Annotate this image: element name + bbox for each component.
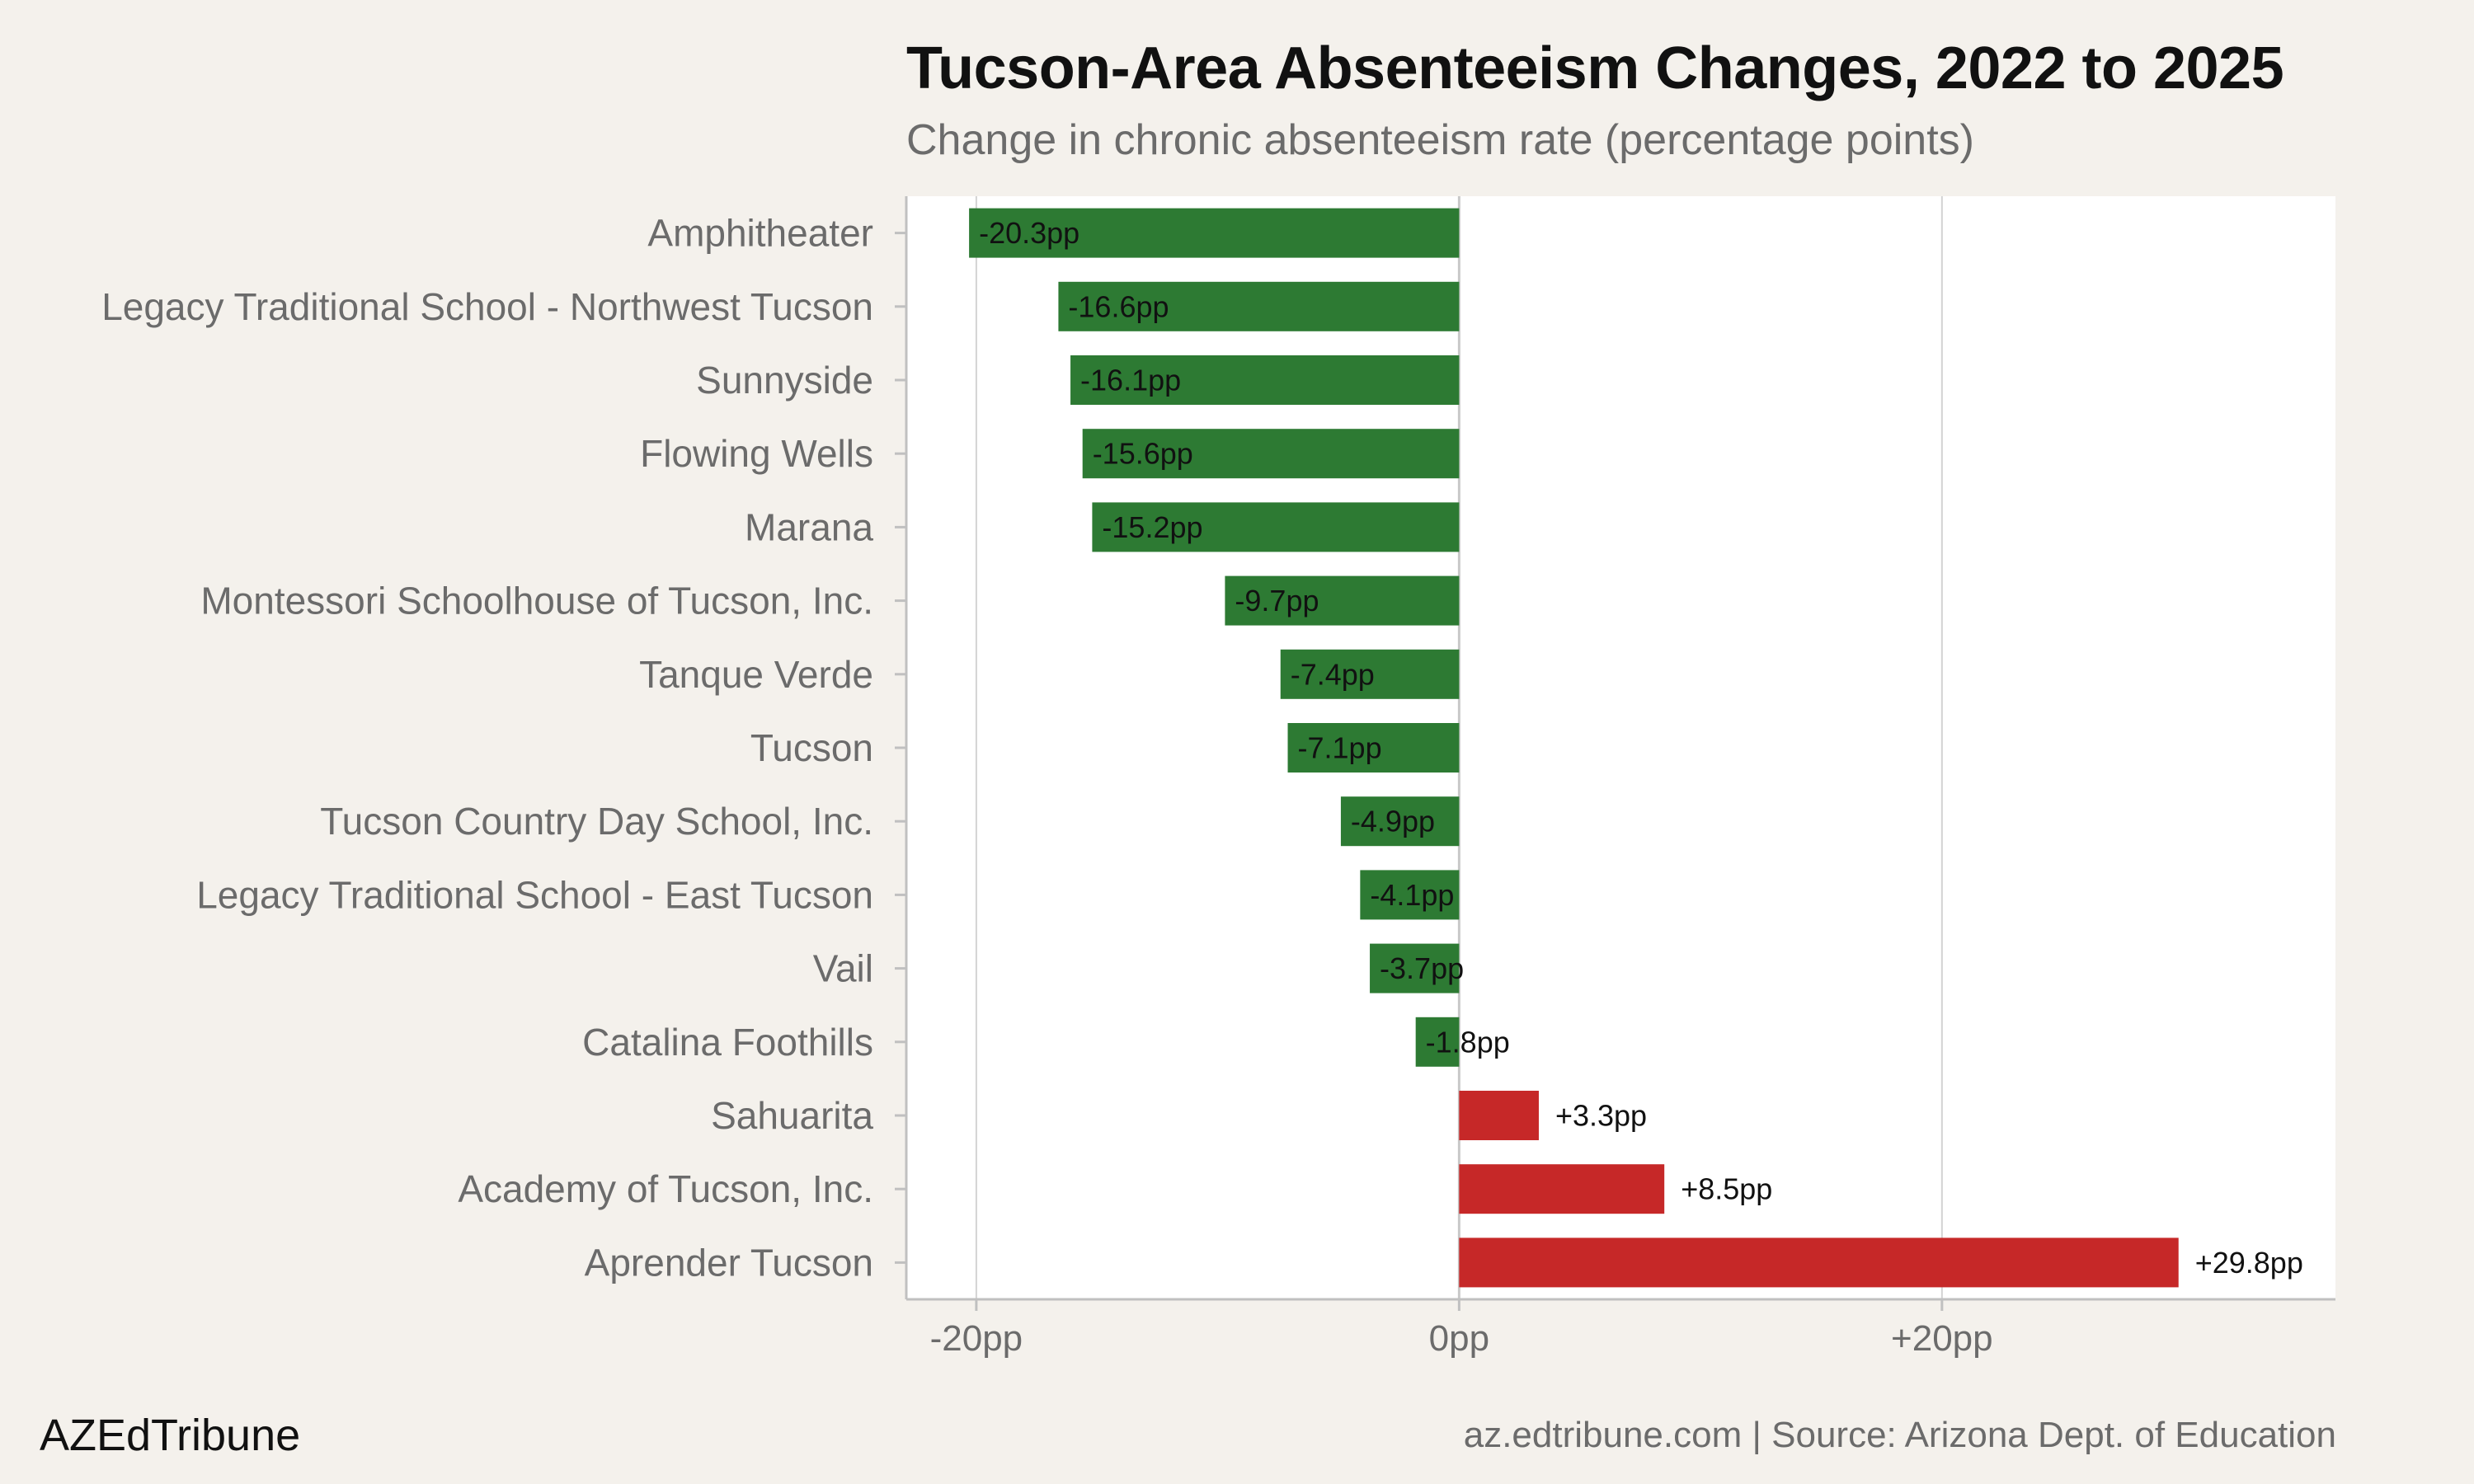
- category-label-12: Sahuarita: [711, 1094, 873, 1137]
- bar-4: [1092, 502, 1460, 552]
- bar-0: [969, 208, 1460, 258]
- axes: Amphitheater Legacy Traditional School - …: [101, 196, 2335, 1359]
- x-tick-label-1: 0pp: [1429, 1318, 1489, 1359]
- data-label-5: -9.7pp: [1235, 584, 1319, 618]
- category-label-4: Marana: [745, 505, 873, 548]
- x-tick-label-0: -20pp: [930, 1318, 1023, 1359]
- data-label-4: -15.2pp: [1102, 510, 1202, 544]
- category-label-14: Aprender Tucson: [585, 1241, 873, 1284]
- data-label-10: -3.7pp: [1380, 951, 1464, 985]
- bars: [969, 208, 2179, 1288]
- bar-5: [1225, 575, 1460, 626]
- data-label-9: -4.1pp: [1370, 878, 1454, 912]
- bar-6: [1280, 649, 1460, 699]
- data-label-0: -20.3pp: [979, 216, 1079, 250]
- x-tick-label-2: +20pp: [1891, 1318, 1993, 1359]
- source-note: az.edtribune.com | Source: Arizona Dept.…: [1463, 1415, 2336, 1455]
- category-label-0: Amphitheater: [647, 212, 873, 255]
- category-label-5: Montessori Schoolhouse of Tucson, Inc.: [200, 580, 873, 622]
- category-label-8: Tucson Country Day School, Inc.: [320, 800, 873, 843]
- category-label-11: Catalina Foothills: [582, 1021, 873, 1064]
- bar-10: [1370, 943, 1460, 993]
- category-label-10: Vail: [813, 947, 873, 990]
- data-label-7: -7.1pp: [1298, 731, 1382, 765]
- category-label-13: Academy of Tucson, Inc.: [458, 1167, 873, 1210]
- bar-7: [1287, 723, 1460, 773]
- bar-9: [1360, 870, 1460, 920]
- bar-8: [1340, 796, 1460, 847]
- bar-12: [1459, 1091, 1539, 1140]
- data-label-14: +29.8pp: [2195, 1246, 2303, 1280]
- bar-14: [1459, 1237, 2179, 1288]
- data-label-8: -4.9pp: [1351, 805, 1435, 838]
- data-label-6: -7.4pp: [1291, 657, 1375, 691]
- data-label-1: -16.6pp: [1068, 289, 1169, 323]
- category-label-2: Sunnyside: [696, 359, 873, 402]
- chart-title: Tucson-Area Absenteeism Changes, 2022 to…: [906, 35, 2284, 101]
- bar-3: [1082, 429, 1460, 479]
- brand-logo-text: AZEdTribune: [40, 1411, 301, 1460]
- data-label-13: +8.5pp: [1681, 1172, 1772, 1206]
- category-label-7: Tucson: [750, 726, 873, 769]
- bar-2: [1070, 355, 1460, 405]
- category-label-1: Legacy Traditional School - Northwest Tu…: [101, 285, 873, 328]
- data-label-2: -16.1pp: [1080, 364, 1181, 397]
- data-label-12: +3.3pp: [1555, 1099, 1647, 1133]
- bar-1: [1058, 281, 1460, 331]
- bar-13: [1459, 1164, 1665, 1214]
- data-label-3: -15.6pp: [1093, 437, 1193, 471]
- category-label-6: Tanque Verde: [639, 653, 873, 696]
- data-label-11: -1.8pp: [1426, 1025, 1510, 1059]
- data-labels: -20.3pp -16.6pp -16.1pp -15.6pp -15.2pp -9.7p…: [979, 216, 2303, 1280]
- category-label-3: Flowing Wells: [640, 432, 873, 475]
- chart-subtitle: Change in chronic absenteeism rate (perc…: [906, 116, 1974, 164]
- bar-11: [1415, 1017, 1460, 1067]
- category-label-9: Legacy Traditional School - East Tucson: [196, 873, 873, 916]
